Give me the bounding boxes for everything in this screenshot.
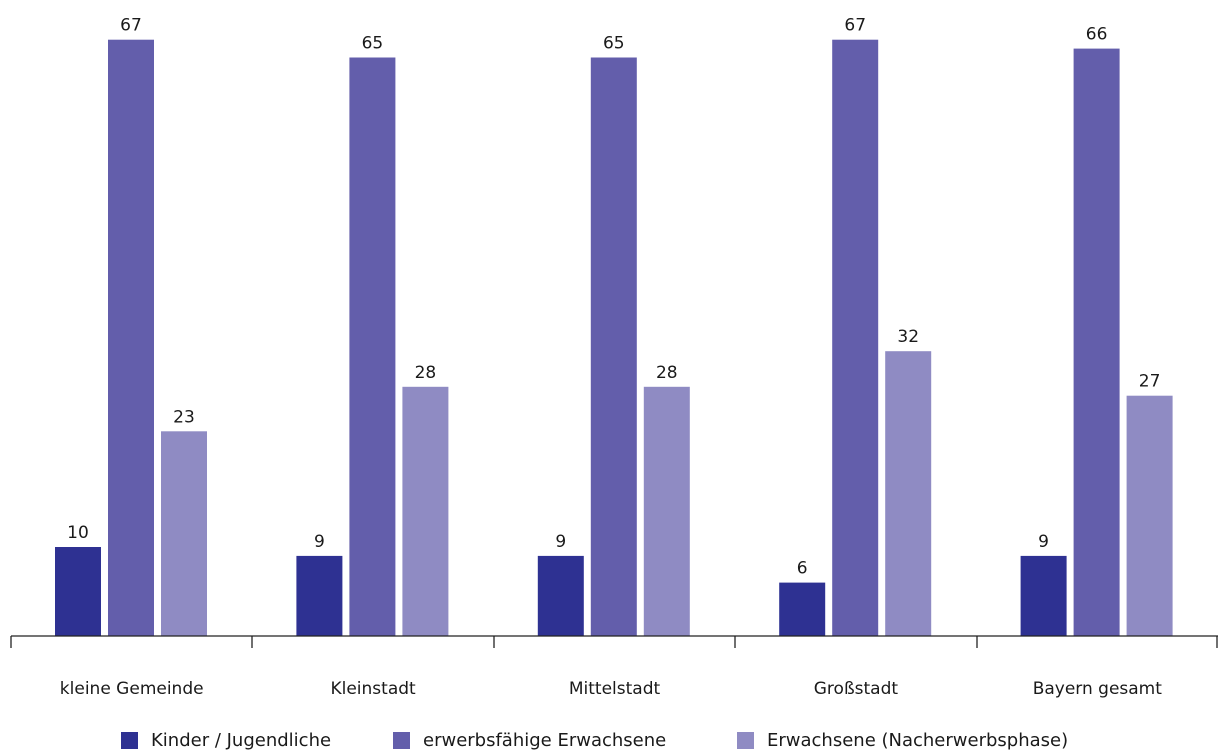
category-label: Mittelstadt [569, 679, 661, 699]
bar-gro-stadt-series-0 [779, 582, 826, 636]
bar-kleinstadt-series-1 [349, 57, 396, 636]
data-label: 28 [656, 363, 678, 383]
legend-label-nacherwerbsphase: Erwachsene (Nacherwerbsphase) [767, 730, 1069, 751]
data-label: 67 [844, 16, 866, 36]
bar-gro-stadt-series-2 [885, 351, 932, 636]
data-label: 66 [1086, 25, 1108, 45]
bars-layer: 10 67 23 9 65 28 9 65 28 6 67 32 9 66 27 [55, 16, 1173, 637]
bar-kleine-gemeinde-series-2 [161, 431, 207, 636]
data-label: 9 [1038, 532, 1049, 552]
data-label: 9 [555, 532, 566, 552]
legend-swatch-kinder [121, 732, 138, 749]
legend-label-kinder: Kinder / Jugendliche [151, 730, 332, 751]
legend-item-erwerbsfaehige: erwerbsfähige Erwachsene [393, 730, 666, 751]
data-label: 65 [603, 34, 625, 54]
bar-bayern-gesamt-series-0 [1020, 555, 1067, 636]
legend: Kinder / Jugendliche erwerbsfähige Erwac… [0, 730, 1220, 755]
data-label: 67 [120, 16, 142, 36]
bar-gro-stadt-series-1 [832, 39, 879, 636]
legend-item-nacherwerbsphase: Erwachsene (Nacherwerbsphase) [737, 730, 1068, 751]
data-label: 23 [173, 407, 195, 427]
x-axis: kleine Gemeinde Kleinstadt Mittelstadt Groß… [10, 635, 1218, 699]
bar-kleine-gemeinde-series-0 [55, 547, 101, 636]
category-label: kleine Gemeinde [60, 679, 204, 699]
category-label: Kleinstadt [330, 679, 416, 699]
data-label: 9 [314, 532, 325, 552]
legend-item-kinder: Kinder / Jugendliche [121, 730, 331, 751]
legend-swatch-erwerbsfaehige [393, 732, 410, 749]
category-label: Bayern gesamt [1033, 679, 1163, 699]
legend-label-erwerbsfaehige: erwerbsfähige Erwachsene [423, 730, 667, 751]
data-label: 32 [897, 327, 919, 347]
legend-swatch-nacherwerbsphase [737, 732, 754, 749]
data-label: 10 [67, 523, 89, 543]
bar-mittelstadt-series-2 [643, 386, 690, 636]
data-label: 65 [362, 34, 384, 54]
data-label: 27 [1139, 372, 1161, 392]
bar-mittelstadt-series-0 [537, 555, 584, 636]
bar-bayern-gesamt-series-2 [1126, 395, 1173, 636]
category-label: Großstadt [814, 679, 899, 699]
data-label: 28 [415, 363, 437, 383]
bar-kleinstadt-series-2 [402, 386, 449, 636]
bar-kleine-gemeinde-series-1 [108, 39, 154, 636]
bar-chart: 10 67 23 9 65 28 9 65 28 6 67 32 9 66 27 kleine Gemein… [10, 16, 1218, 699]
bar-kleinstadt-series-0 [296, 555, 343, 636]
bar-bayern-gesamt-series-1 [1073, 48, 1120, 637]
bar-mittelstadt-series-1 [590, 57, 637, 636]
data-label: 6 [797, 559, 808, 579]
